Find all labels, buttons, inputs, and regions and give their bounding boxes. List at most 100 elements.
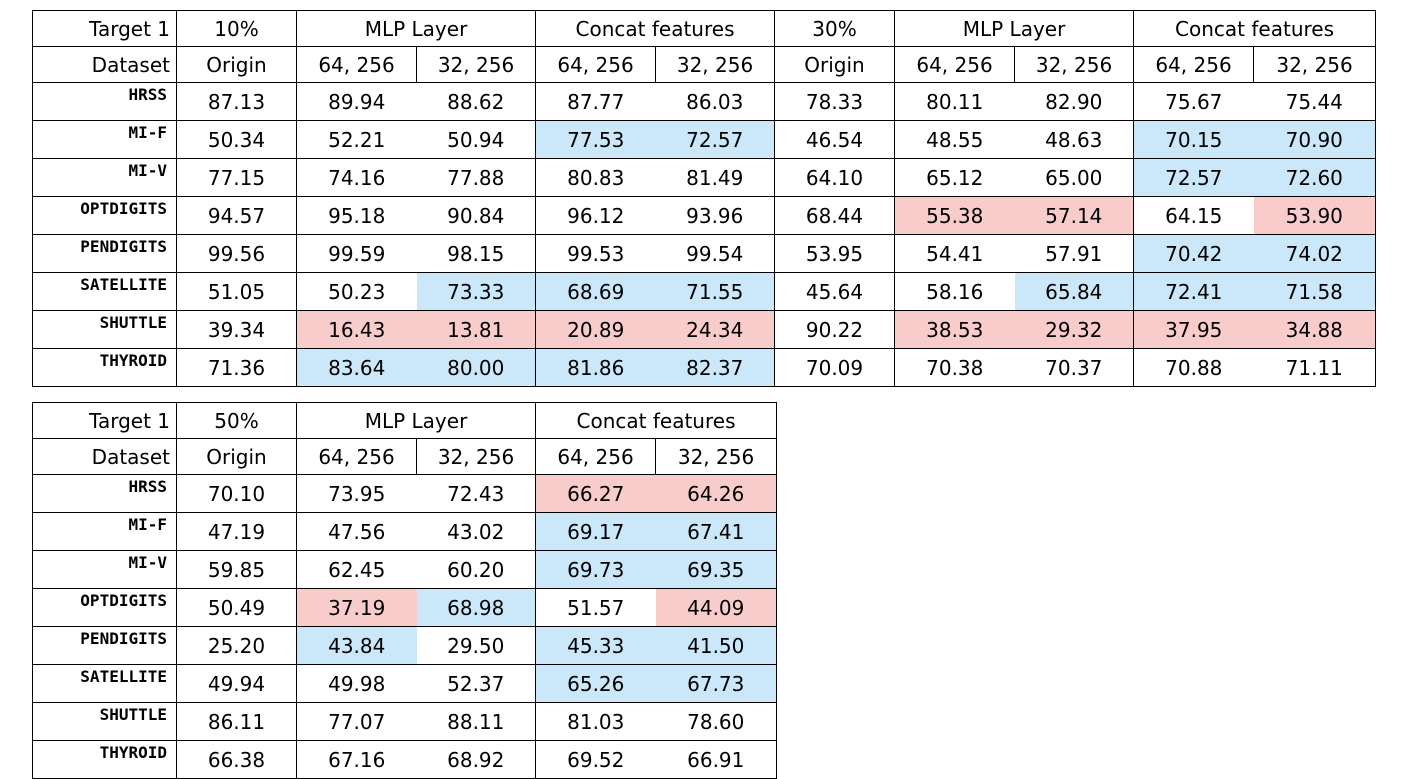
value-cell: 80.83 [535,158,656,197]
results-table-body: Target 1 50% MLP Layer Concat features Datas… [32,402,778,779]
value-cell: 68.44 [774,196,896,235]
value-cell: 44.09 [655,588,778,627]
value-cell: 77.88 [416,158,537,197]
value-cell: 65.84 [1014,272,1135,311]
value-cell: 83.64 [296,348,417,387]
column-header: 32, 256 [1014,46,1135,83]
value-cell: 81.86 [535,348,656,387]
column-group-header: MLP Layer [295,402,537,439]
table-row: THYROID 71.36 83.64 80.00 81.86 82.37 70.09 70.… [32,348,1377,387]
value-cell: 70.90 [1253,120,1377,159]
dataset-name: HRSS [32,82,177,121]
value-cell: 75.44 [1253,82,1377,121]
value-cell: 50.94 [416,120,537,159]
value-cell: 25.20 [176,626,297,665]
value-cell: 43.02 [416,512,537,551]
value-cell: 68.69 [535,272,656,311]
value-cell: 20.89 [535,310,656,349]
column-header: 32, 256 [415,46,537,83]
header-row-target: Target 1 50% MLP Layer Concat features [32,402,778,439]
value-cell: 95.18 [296,196,417,235]
value-cell: 29.50 [416,626,537,665]
value-cell: 89.94 [296,82,417,121]
value-cell: 73.33 [416,272,537,311]
value-cell: 43.84 [296,626,417,665]
target-label: Target 1 [32,10,177,47]
dataset-label: Dataset [32,46,177,83]
column-header: 64, 256 [296,438,417,475]
column-group-header: 30% [774,10,896,47]
value-cell: 58.16 [894,272,1015,311]
table-row: SATELLITE 51.05 50.23 73.33 68.69 71.55 45.64 5… [32,272,1377,311]
value-cell: 49.94 [176,664,297,703]
value-cell: 51.57 [535,588,656,627]
value-cell: 70.15 [1133,120,1254,159]
table-row: HRSS 70.10 73.95 72.43 66.27 64.26 [32,474,778,513]
dataset-name: SATELLITE [32,272,177,311]
value-cell: 34.88 [1253,310,1377,349]
column-group-header: MLP Layer [295,10,537,47]
value-cell: 29.32 [1014,310,1135,349]
value-cell: 93.96 [655,196,776,235]
value-cell: 71.36 [176,348,297,387]
column-header: 32, 256 [1253,46,1377,83]
value-cell: 65.00 [1014,158,1135,197]
value-cell: 47.19 [176,512,297,551]
value-cell: 60.20 [416,550,537,589]
value-cell: 88.11 [416,702,537,741]
value-cell: 45.33 [535,626,656,665]
value-cell: 66.27 [535,474,656,513]
column-group-header: MLP Layer [894,10,1135,47]
column-header: 64, 256 [535,438,657,475]
table-row: HRSS 87.13 89.94 88.62 87.77 86.03 78.33 80.11 8… [32,82,1377,121]
value-cell: 94.57 [176,196,297,235]
value-cell: 53.90 [1253,196,1377,235]
value-cell: 67.73 [655,664,778,703]
table-row: MI-V 59.85 62.45 60.20 69.73 69.35 [32,550,778,589]
value-cell: 48.55 [894,120,1015,159]
column-header: 32, 256 [655,438,778,475]
value-cell: 90.22 [774,310,896,349]
dataset-name: PENDIGITS [32,626,177,665]
value-cell: 49.98 [296,664,417,703]
column-header: Origin [176,438,297,475]
value-cell: 87.13 [176,82,297,121]
column-group-header: Concat features [535,10,776,47]
value-cell: 51.05 [176,272,297,311]
value-cell: 16.43 [296,310,417,349]
value-cell: 39.34 [176,310,297,349]
table-row: PENDIGITS 25.20 43.84 29.50 45.33 41.50 [32,626,778,665]
table-row: MI-V 77.15 74.16 77.88 80.83 81.49 64.10 65.12 6… [32,158,1377,197]
column-group-header: Concat features [535,402,778,439]
dataset-name: OPTDIGITS [32,196,177,235]
value-cell: 98.15 [416,234,537,273]
value-cell: 37.95 [1133,310,1254,349]
column-header: 64, 256 [1133,46,1255,83]
value-cell: 88.62 [416,82,537,121]
column-group-header: Concat features [1133,10,1377,47]
value-cell: 62.45 [296,550,417,589]
column-header: Origin [176,46,297,83]
column-header: 64, 256 [894,46,1016,83]
header-row-target: Target 1 10% MLP Layer Concat features 30% ML… [32,10,1377,47]
value-cell: 41.50 [655,626,778,665]
value-cell: 70.37 [1014,348,1135,387]
column-header: 64, 256 [296,46,417,83]
value-cell: 65.12 [894,158,1015,197]
value-cell: 73.95 [296,474,417,513]
value-cell: 52.37 [416,664,537,703]
value-cell: 54.41 [894,234,1015,273]
value-cell: 96.12 [535,196,656,235]
value-cell: 70.88 [1133,348,1254,387]
value-cell: 82.37 [655,348,776,387]
value-cell: 70.10 [176,474,297,513]
value-cell: 99.59 [296,234,417,273]
value-cell: 67.41 [655,512,778,551]
value-cell: 86.11 [176,702,297,741]
dataset-name: SHUTTLE [32,702,177,741]
value-cell: 50.49 [176,588,297,627]
value-cell: 70.42 [1133,234,1254,273]
value-cell: 68.98 [416,588,537,627]
value-cell: 72.60 [1253,158,1377,197]
value-cell: 72.57 [655,120,776,159]
